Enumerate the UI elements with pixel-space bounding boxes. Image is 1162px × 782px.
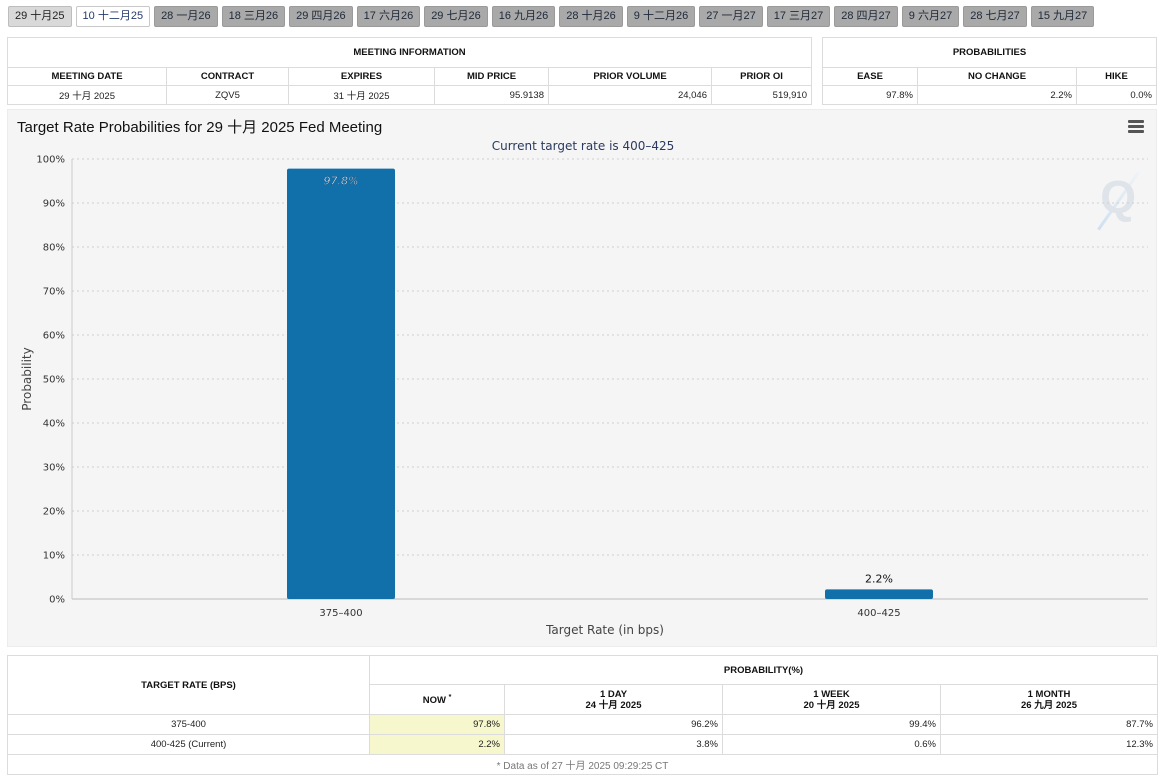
now-header: NOW * — [369, 684, 505, 715]
meeting-information-title: MEETING INFORMATION — [7, 37, 812, 68]
y-tick-label: 100% — [36, 155, 65, 166]
hike-value: 0.0% — [1076, 85, 1157, 105]
bar-data-label: 97.8% — [324, 175, 359, 188]
now-cell: 2.2% — [369, 734, 505, 755]
mid-price-value: 95.9138 — [434, 85, 549, 105]
watermark-logo: Q — [1100, 171, 1136, 223]
one-week-cell: 0.6% — [722, 734, 941, 755]
one-week-date: 20 十月 2025 — [803, 699, 860, 711]
tab-meeting-date[interactable]: 29 十月25 — [8, 6, 72, 27]
y-axis-title: Probability — [20, 347, 34, 410]
tab-meeting-date[interactable]: 9 十二月26 — [626, 6, 696, 27]
y-tick-label: 20% — [43, 507, 65, 518]
no-change-header: NO CHANGE — [917, 67, 1077, 86]
tab-meeting-date[interactable]: 28 七月27 — [963, 6, 1027, 27]
tab-meeting-date[interactable]: 15 九月27 — [1030, 6, 1095, 27]
y-tick-label: 0% — [49, 595, 65, 606]
y-tick-label: 80% — [43, 243, 65, 254]
x-tick-label: 375–400 — [319, 608, 362, 619]
tab-meeting-date[interactable]: 18 三月26 — [221, 6, 286, 27]
one-day-cell: 96.2% — [504, 714, 723, 735]
prior-volume-value: 24,046 — [548, 85, 712, 105]
y-tick-label: 70% — [43, 287, 65, 298]
bar — [287, 168, 395, 599]
prior-oi-header: PRIOR OI — [711, 67, 812, 86]
tab-meeting-date[interactable]: 17 三月27 — [766, 6, 831, 27]
chart-subtitle: Current target rate is 400–425 — [492, 139, 675, 153]
tab-meeting-date[interactable]: 27 一月27 — [699, 6, 763, 27]
tab-meeting-date[interactable]: 17 六月26 — [356, 6, 421, 27]
hike-header: HIKE — [1076, 67, 1157, 86]
one-week-cell: 99.4% — [722, 714, 941, 735]
contract-value: ZQV5 — [166, 85, 289, 105]
one-month-header: 1 MONTH 26 九月 2025 — [940, 684, 1158, 715]
x-axis-title: Target Rate (in bps) — [545, 623, 664, 637]
bar — [825, 589, 933, 599]
meeting-date-value: 29 十月 2025 — [7, 85, 167, 105]
one-day-header: 1 DAY 24 十月 2025 — [504, 684, 723, 715]
target-rate-header: TARGET RATE (BPS) — [7, 655, 370, 715]
bar-data-label: 2.2% — [865, 572, 893, 585]
one-month-date: 26 九月 2025 — [1021, 699, 1077, 711]
y-tick-label: 10% — [43, 551, 65, 562]
tab-meeting-date[interactable]: 29 七月26 — [424, 6, 488, 27]
table-row: 375-400 97.8% 96.2% 99.4% 87.7% — [7, 714, 1158, 735]
one-month-cell: 87.7% — [940, 714, 1158, 735]
tab-meeting-date[interactable]: 28 十月26 — [559, 6, 623, 27]
mid-price-header: MID PRICE — [434, 67, 549, 86]
now-footnote-mark: * — [448, 694, 452, 702]
y-tick-label: 90% — [43, 199, 65, 210]
probability-history-table: TARGET RATE (BPS) PROBABILITY(%) NOW * 1… — [7, 655, 1158, 775]
expires-header: EXPIRES — [288, 67, 435, 86]
now-cell: 97.8% — [369, 714, 505, 735]
no-change-value: 2.2% — [917, 85, 1077, 105]
x-tick-label: 400–425 — [857, 608, 900, 619]
rate-cell: 375-400 — [7, 714, 370, 735]
probability-bar-chart: Current target rate is 400–425 0% 10% 20% 30… — [20, 139, 1148, 637]
meeting-date-header: MEETING DATE — [7, 67, 167, 86]
tab-meeting-date[interactable]: 29 四月26 — [289, 6, 353, 27]
y-tick-label: 30% — [43, 463, 65, 474]
ease-value: 97.8% — [822, 85, 918, 105]
meeting-information-table: MEETING INFORMATION MEETING DATE CONTRAC… — [7, 37, 812, 105]
chart-title: Target Rate Probabilities for 29 十月 2025… — [17, 119, 383, 136]
chart-panel: Target Rate Probabilities for 29 十月 2025… — [7, 109, 1157, 647]
y-tick-label: 50% — [43, 375, 65, 386]
tab-meeting-date[interactable]: 10 十二月25 — [75, 6, 151, 27]
prior-oi-value: 519,910 — [711, 85, 812, 105]
probability-group-header: PROBABILITY(%) — [369, 655, 1158, 685]
y-tick-label: 40% — [43, 419, 65, 430]
prior-volume-header: PRIOR VOLUME — [548, 67, 712, 86]
y-tick-label: 60% — [43, 331, 65, 342]
contract-header: CONTRACT — [166, 67, 289, 86]
expires-value: 31 十月 2025 — [288, 85, 435, 105]
one-day-date: 24 十月 2025 — [585, 699, 642, 711]
tab-meeting-date[interactable]: 16 九月26 — [491, 6, 556, 27]
one-week-header: 1 WEEK 20 十月 2025 — [722, 684, 941, 715]
rate-cell: 400-425 (Current) — [7, 734, 370, 755]
tab-meeting-date[interactable]: 28 四月27 — [834, 6, 898, 27]
tab-meeting-date[interactable]: 28 一月26 — [154, 6, 218, 27]
data-timestamp-note: * Data as of 27 十月 2025 09:29:25 CT — [7, 754, 1158, 775]
one-month-cell: 12.3% — [940, 734, 1158, 755]
meeting-tabs: 29 十月25 10 十二月25 28 一月26 18 三月26 29 四月26 17 六… — [8, 6, 1095, 27]
probabilities-table: PROBABILITIES EASE NO CHANGE HIKE 97.8% … — [822, 37, 1157, 105]
one-day-cell: 3.8% — [504, 734, 723, 755]
tab-meeting-date[interactable]: 9 六月27 — [901, 6, 960, 27]
ease-header: EASE — [822, 67, 918, 86]
chart-menu-icon[interactable] — [1128, 120, 1144, 134]
probabilities-title: PROBABILITIES — [822, 37, 1157, 68]
table-row: 400-425 (Current) 2.2% 3.8% 0.6% 12.3% — [7, 734, 1158, 755]
